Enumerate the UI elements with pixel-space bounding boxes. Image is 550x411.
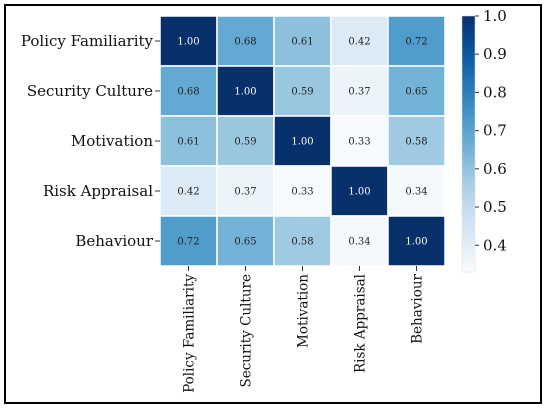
correlation-heatmap: 1.00 0.68 0.61 0.42 0.72 0.68 1.00 0.59 0.37 0.65… — [21, 7, 507, 393]
row-label: Behaviour — [75, 232, 153, 250]
column-label: Risk Appraisal — [353, 274, 369, 373]
colorbar-tick-label: 0.5 — [483, 198, 507, 216]
colorbar-tick-label: 0.6 — [483, 160, 507, 178]
cell-value-label: 0.68 — [234, 37, 256, 48]
colorbar-tick-label: 0.7 — [483, 122, 507, 140]
cell-value-label: 0.33 — [291, 187, 313, 198]
column-label: Behaviour — [410, 273, 426, 343]
cell-value-label: 0.34 — [348, 237, 370, 248]
cell-value-label: 0.58 — [291, 237, 313, 248]
heatmap-cell — [216, 165, 275, 217]
cell-value-label: 0.59 — [291, 87, 313, 98]
heatmap-cell — [387, 165, 446, 217]
cell-value-label: 0.68 — [177, 87, 199, 98]
column-label: Policy Familiarity — [182, 274, 198, 393]
heatmap-cell — [387, 65, 446, 117]
colorbar-tick-label: 0.9 — [483, 45, 507, 63]
cell-value-label: 0.72 — [405, 37, 427, 48]
cell-value-label: 0.42 — [177, 187, 199, 198]
cell-value-label: 1.00 — [348, 187, 370, 198]
heatmap-cell — [330, 115, 389, 167]
row-label: Motivation — [71, 132, 153, 150]
colorbar-tick-label: 0.8 — [483, 83, 507, 101]
heatmap-cell — [273, 215, 332, 267]
colorbar-tick-label: 1.0 — [483, 7, 507, 25]
heatmap-cell — [330, 165, 389, 217]
heatmap-cells: 1.00 0.68 0.61 0.42 0.72 0.68 1.00 0.59 0.37 0.65… — [159, 15, 446, 267]
figure-frame: 1.00 0.68 0.61 0.42 0.72 0.68 1.00 0.59 0.37 0.65… — [4, 4, 542, 404]
cell-value-label: 1.00 — [177, 37, 199, 48]
cell-value-label: 0.58 — [405, 137, 427, 148]
cell-value-label: 0.61 — [177, 137, 199, 148]
heatmap-cell — [273, 165, 332, 217]
colorbar: 0.4 0.5 0.6 0.7 0.8 0.9 1.0 — [461, 7, 507, 273]
cell-value-label: 0.33 — [348, 137, 370, 148]
cell-value-label: 0.72 — [177, 237, 199, 248]
colorbar-tick-label: 0.4 — [483, 236, 507, 254]
cell-value-label: 0.34 — [405, 187, 427, 198]
column-label: Motivation — [296, 274, 312, 348]
cell-value-label: 0.65 — [405, 87, 427, 98]
cell-value-label: 1.00 — [291, 137, 313, 148]
cell-value-label: 1.00 — [234, 87, 256, 98]
row-label: Policy Familiarity — [21, 32, 154, 50]
cell-value-label: 0.37 — [234, 187, 256, 198]
row-labels: Policy Familiarity Security Culture Motiva… — [21, 32, 160, 250]
heatmap-cell — [216, 15, 275, 67]
cell-value-label: 0.65 — [234, 237, 256, 248]
heatmap-cell — [273, 65, 332, 117]
cell-value-label: 0.59 — [234, 137, 256, 148]
column-labels: Policy Familiarity Security Culture Motiva… — [182, 266, 426, 393]
heatmap-cell — [216, 215, 275, 267]
cell-value-label: 1.00 — [405, 237, 427, 248]
cell-value-label: 0.42 — [348, 37, 370, 48]
row-label: Security Culture — [27, 82, 153, 100]
colorbar-gradient — [461, 15, 476, 273]
cell-value-label: 0.37 — [348, 87, 370, 98]
heatmap-cell — [216, 115, 275, 167]
cell-value-label: 0.61 — [291, 37, 313, 48]
column-label: Security Culture — [239, 274, 255, 388]
row-label: Risk Appraisal — [43, 182, 153, 200]
